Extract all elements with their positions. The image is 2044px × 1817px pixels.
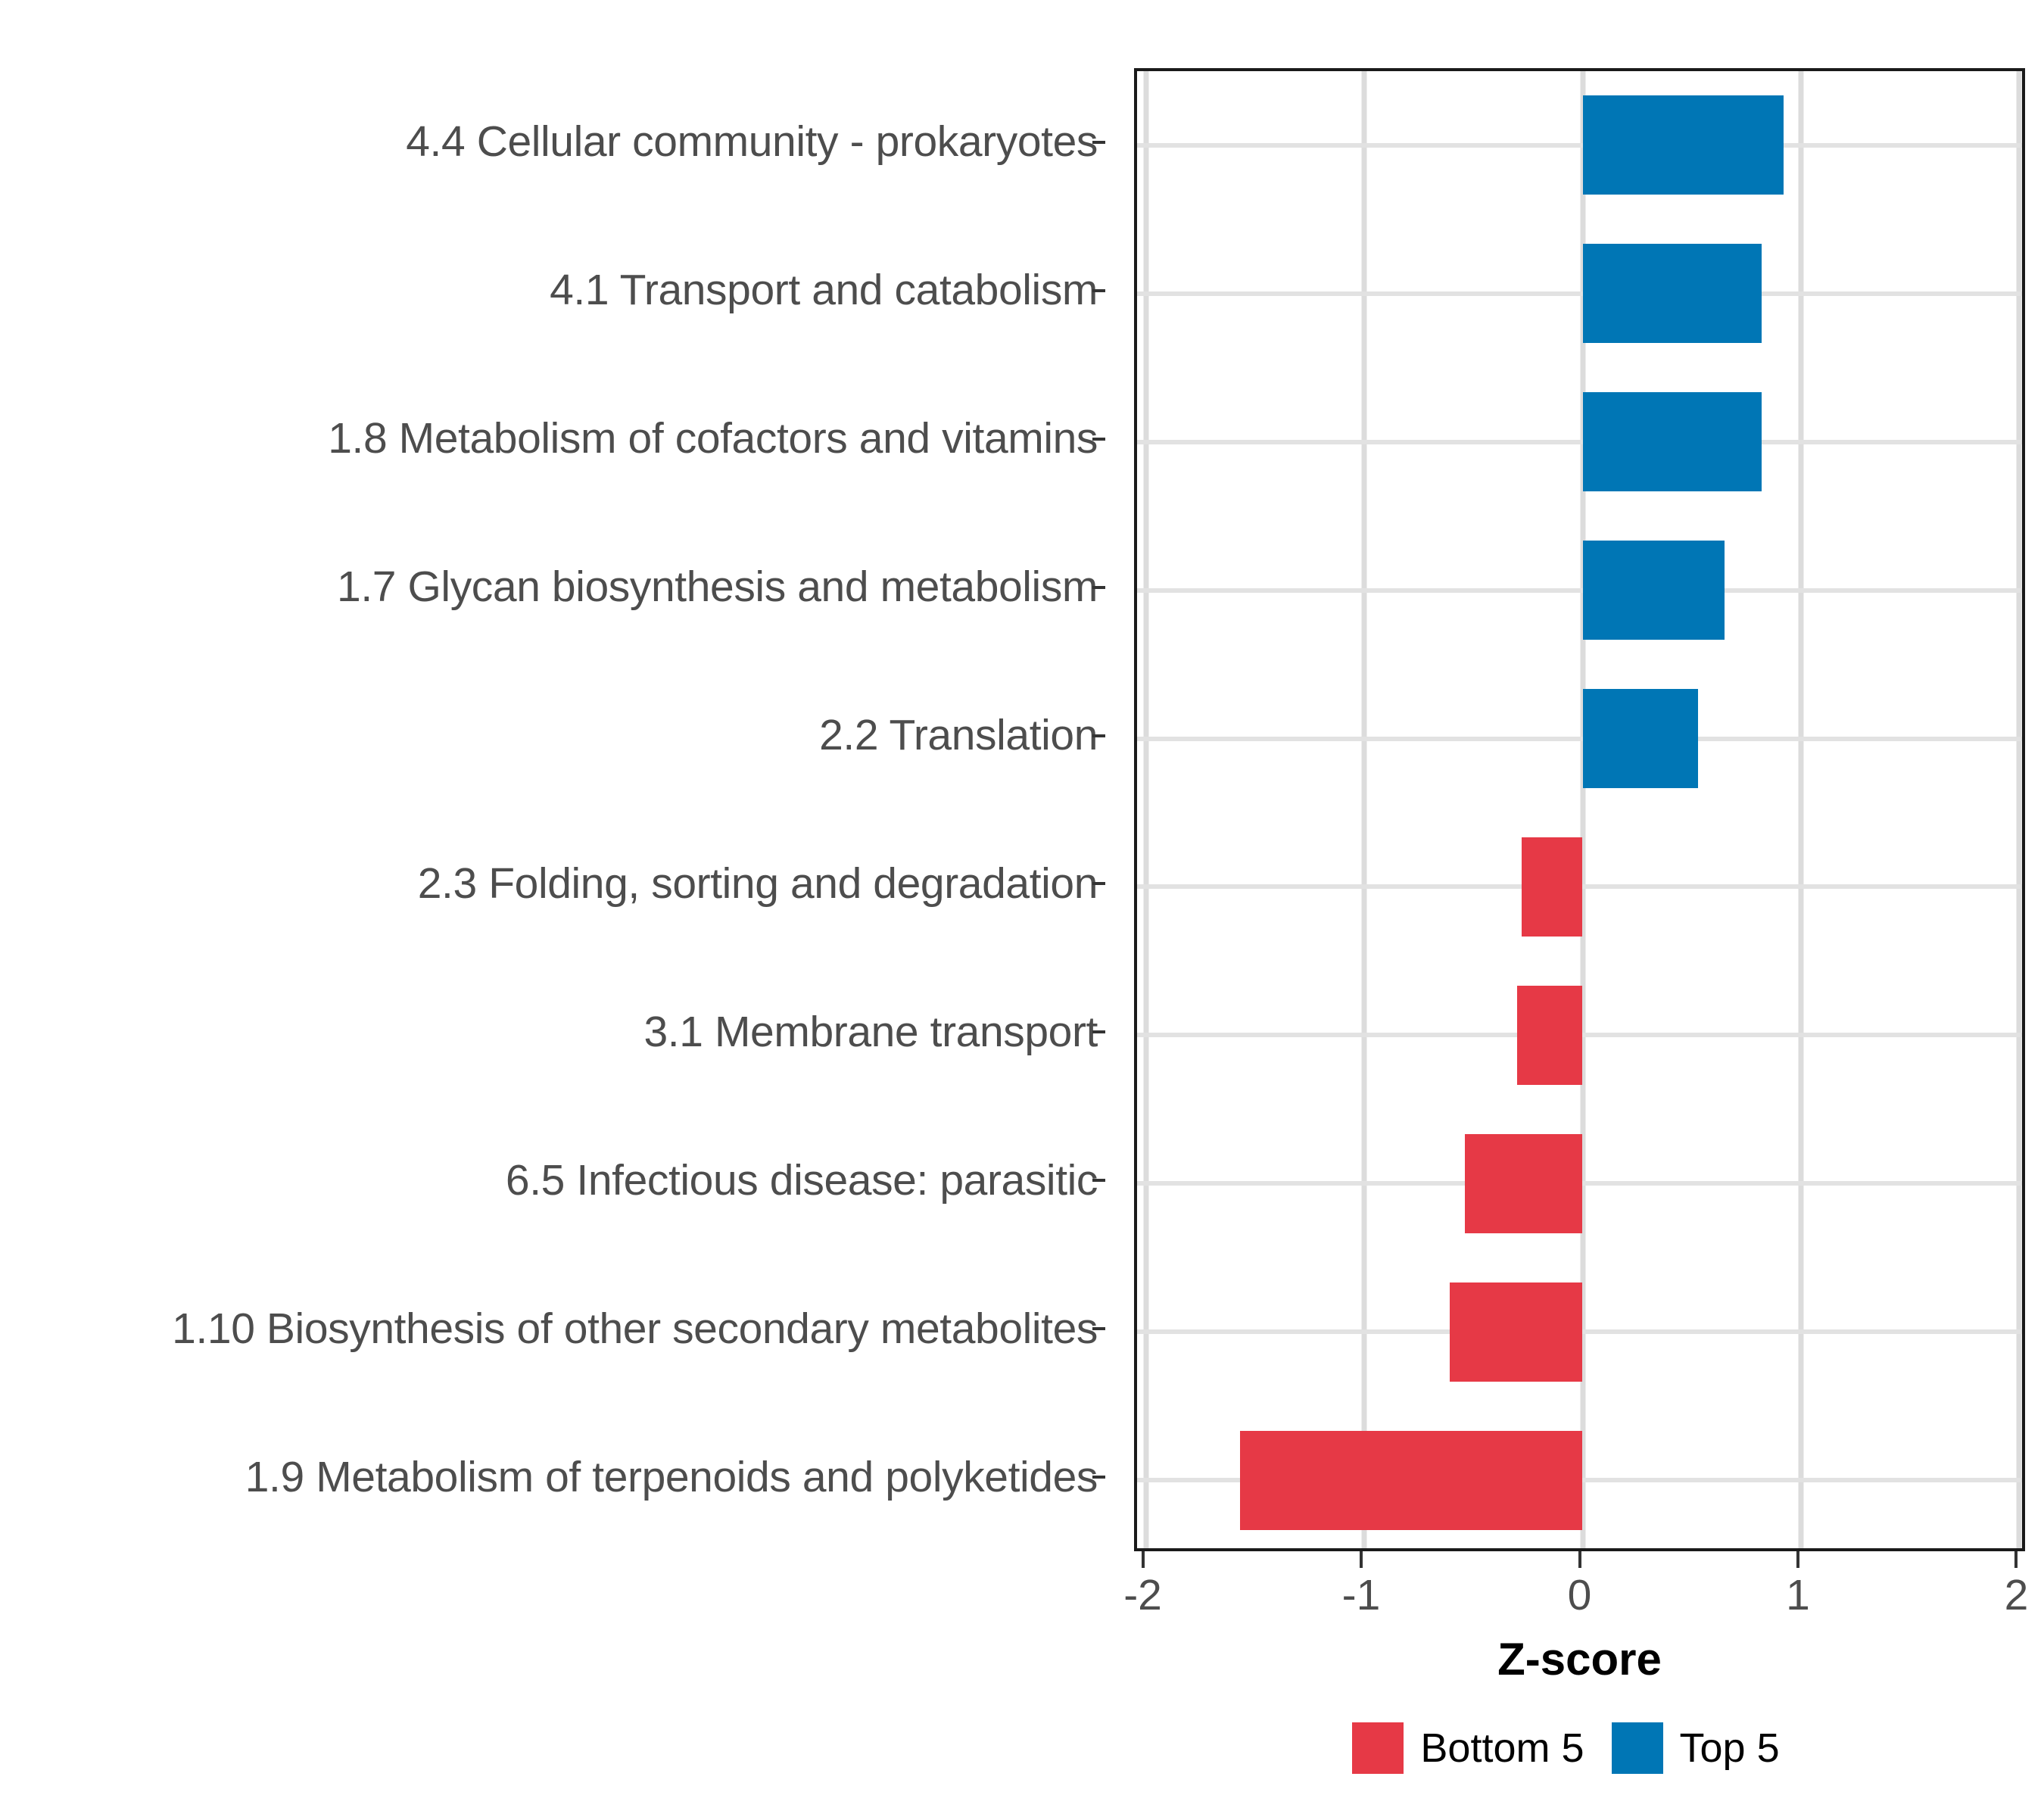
- y-axis-tick-label: 1.8 Metabolism of cofactors and vitamins: [328, 414, 1098, 463]
- y-axis-tick-label: 2.3 Folding, sorting and degradation: [417, 859, 1098, 908]
- x-axis-tick-mark: [1578, 1551, 1581, 1568]
- y-axis-tick-mark: [1092, 288, 1105, 292]
- y-axis-tick-mark: [1092, 585, 1105, 589]
- x-axis-tick-label: -1: [1341, 1571, 1381, 1619]
- bar[interactable]: [1582, 95, 1784, 195]
- x-gridline: [1798, 71, 1804, 1548]
- y-gridline: [1137, 142, 2022, 148]
- bar[interactable]: [1464, 1133, 1583, 1233]
- y-axis-tick-mark: [1092, 1030, 1105, 1034]
- x-axis-title: Z-score: [1497, 1634, 1662, 1685]
- y-axis-tick-label: 1.9 Metabolism of terpenoids and polyket…: [245, 1452, 1098, 1501]
- x-axis-tick-mark: [1360, 1551, 1363, 1568]
- x-gridline: [1361, 71, 1367, 1548]
- x-axis-tick-label: 1: [1786, 1571, 1810, 1619]
- legend-label: Top 5: [1679, 1725, 1780, 1771]
- plot-panel: [1134, 68, 2025, 1551]
- y-gridline: [1137, 736, 2022, 741]
- bar[interactable]: [1521, 837, 1583, 937]
- y-axis-tick-mark: [1092, 437, 1105, 441]
- y-gridline: [1137, 587, 2022, 593]
- x-axis-tick-mark: [1141, 1551, 1145, 1568]
- bar[interactable]: [1582, 689, 1699, 789]
- legend-swatch: [1611, 1722, 1663, 1774]
- y-axis-tick-label: 4.4 Cellular community - prokaryotes: [406, 117, 1098, 167]
- y-axis: 4.4 Cellular community - prokaryotes 4.1 …: [0, 68, 1105, 1551]
- y-gridline: [1137, 439, 2022, 444]
- y-axis-tick-mark: [1092, 734, 1105, 737]
- y-axis-tick-mark: [1092, 140, 1105, 144]
- y-axis-tick-label: 1.7 Glycan biosynthesis and metabolism: [337, 563, 1098, 612]
- y-axis-tick-label: 6.5 Infectious disease: parasitic: [505, 1155, 1098, 1205]
- y-gridline: [1137, 291, 2022, 296]
- y-axis-tick-label: 2.2 Translation: [819, 711, 1098, 760]
- x-axis-tick-label: 0: [1567, 1571, 1592, 1619]
- bar[interactable]: [1516, 985, 1583, 1085]
- legend-swatch: [1352, 1722, 1404, 1774]
- bar[interactable]: [1449, 1282, 1583, 1382]
- y-axis-tick-mark: [1092, 1327, 1105, 1331]
- y-axis-tick-label: 3.1 Membrane transport: [643, 1007, 1098, 1056]
- y-axis-tick-mark: [1092, 1476, 1105, 1479]
- bar[interactable]: [1239, 1430, 1583, 1530]
- bar[interactable]: [1582, 541, 1725, 640]
- y-axis-tick-mark: [1092, 882, 1105, 886]
- x-gridline: [1580, 71, 1585, 1548]
- legend-item[interactable]: Top 5: [1611, 1722, 1807, 1774]
- x-gridline: [1143, 71, 1149, 1548]
- y-axis-tick-label: 1.10 Biosynthesis of other secondary met…: [172, 1304, 1098, 1353]
- legend-label: Bottom 5: [1420, 1725, 1584, 1771]
- legend-item[interactable]: Bottom 5: [1352, 1722, 1611, 1774]
- y-axis-tick-mark: [1092, 1179, 1105, 1183]
- bar[interactable]: [1582, 392, 1762, 492]
- x-axis-tick-label: -2: [1123, 1571, 1162, 1619]
- x-gridline: [2016, 71, 2022, 1548]
- y-axis-tick-label: 4.1 Transport and catabolism: [550, 266, 1098, 315]
- x-axis-tick-mark: [1796, 1551, 1799, 1568]
- x-axis-tick-mark: [2014, 1551, 2018, 1568]
- chart-legend: Bottom 5 Top 5: [1134, 1722, 2044, 1774]
- x-axis-tick-label: 2: [2004, 1571, 2029, 1619]
- bar[interactable]: [1582, 244, 1762, 344]
